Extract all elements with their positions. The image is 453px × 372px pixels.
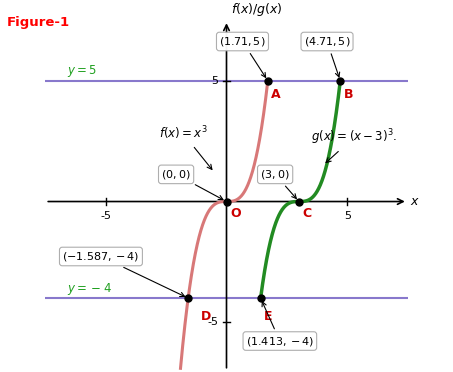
Text: $g(x)=(x-3)^3.$: $g(x)=(x-3)^3.$ <box>311 127 397 163</box>
Text: -5: -5 <box>100 211 111 221</box>
Text: O: O <box>230 207 241 220</box>
Text: -5: -5 <box>207 317 218 327</box>
Text: $x$: $x$ <box>410 195 420 208</box>
Text: D: D <box>201 310 212 323</box>
Text: $(0, 0)$: $(0, 0)$ <box>161 168 223 200</box>
Text: B: B <box>344 88 353 101</box>
Text: $f(x)=x^3$: $f(x)=x^3$ <box>159 125 212 169</box>
Text: $y = -4$: $y = -4$ <box>67 281 112 297</box>
Text: A: A <box>271 88 281 101</box>
Text: 5: 5 <box>211 76 218 86</box>
Text: $(1.413, -4)$: $(1.413, -4)$ <box>246 302 314 347</box>
Text: $(3, 0)$: $(3, 0)$ <box>260 168 296 199</box>
Text: $(4.71, 5)$: $(4.71, 5)$ <box>304 35 350 77</box>
Text: E: E <box>264 310 272 323</box>
Text: $y = 5$: $y = 5$ <box>67 62 97 78</box>
Text: C: C <box>303 207 312 220</box>
Text: Figure-1: Figure-1 <box>7 16 70 29</box>
Text: $(1.71, 5)$: $(1.71, 5)$ <box>219 35 266 77</box>
Text: 5: 5 <box>344 211 351 221</box>
Text: $(-1.587, -4)$: $(-1.587, -4)$ <box>62 250 184 296</box>
Text: $f(x)/g(x)$: $f(x)/g(x)$ <box>231 1 283 18</box>
